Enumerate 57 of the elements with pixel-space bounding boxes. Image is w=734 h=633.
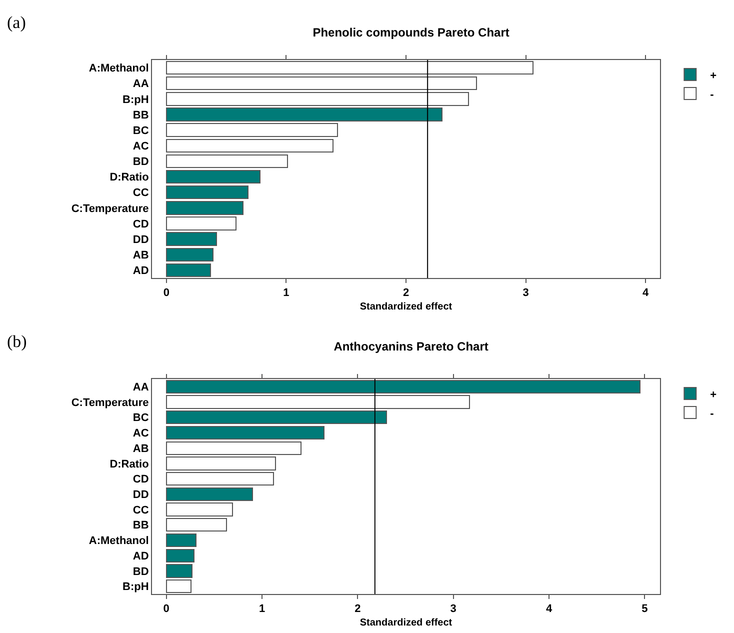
y-tick-label: D:Ratio [110,458,150,470]
y-tick-label: D:Ratio [110,172,150,184]
y-tick-label: BD [132,566,149,578]
y-tick-label: BB [132,520,149,532]
y-tick-label: C:Temperature [71,202,149,215]
x-tick-label: 2 [402,287,410,300]
bar [166,170,260,184]
y-tick-label: AC [132,428,149,440]
y-tick-label: B:pH [122,94,149,106]
y-tick-label: CC [132,504,149,516]
text: (a) [7,13,26,32]
chart-title: Phenolic compounds Pareto Chart [312,25,510,40]
y-tick-label: A:Methanol [88,535,149,548]
y-tick-label: AA [132,78,149,90]
bar [166,248,214,262]
bar [166,154,288,168]
legend-label: - [710,88,714,101]
x-tick-label: 3 [522,287,529,300]
x-tick-label: 1 [258,603,266,616]
legend-label: + [710,388,717,401]
bar [166,76,478,90]
y-tick-label: BD [132,156,149,168]
x-axis-title: Standardized effect [360,618,453,629]
y-tick-label: AD [132,265,149,278]
x-tick-label: 2 [354,603,361,616]
bar [166,533,197,548]
y-tick-label: C:Temperature [71,396,149,409]
y-tick-label: DD [132,489,149,502]
bar [166,138,334,153]
y-tick-label: BB [132,109,149,122]
y-tick-label: AC [132,140,149,152]
text: (b) [7,332,27,351]
y-tick-label: AB [132,249,149,262]
y-tick-label: AD [132,550,149,562]
y-tick-label: CD [132,218,149,230]
y-tick-label: A:Methanol [88,62,149,75]
y-tick-label: BC [132,124,149,137]
x-tick-label: 0 [163,603,170,616]
x-tick-label: 5 [642,603,648,616]
y-tick-label: DD [132,234,149,246]
legend-label: + [710,70,717,82]
x-axis-title: Standardized effect [360,302,453,313]
legend-label: - [710,408,714,420]
y-tick-label: AA [132,382,149,394]
y-tick-label: CC [132,187,149,200]
x-tick-label: 3 [450,603,456,616]
chart-title: Anthocyanins Pareto Chart [334,339,488,354]
bar [166,426,325,440]
y-tick-label: AB [132,442,149,455]
x-tick-label: 1 [283,287,290,300]
y-tick-label: CD [132,474,149,486]
x-tick-label: 0 [163,287,170,300]
x-tick-label: 4 [642,287,650,300]
y-tick-label: BC [132,412,149,424]
x-tick-label: 4 [546,603,553,616]
y-tick-label: B:pH [122,581,149,594]
bar [166,185,248,200]
